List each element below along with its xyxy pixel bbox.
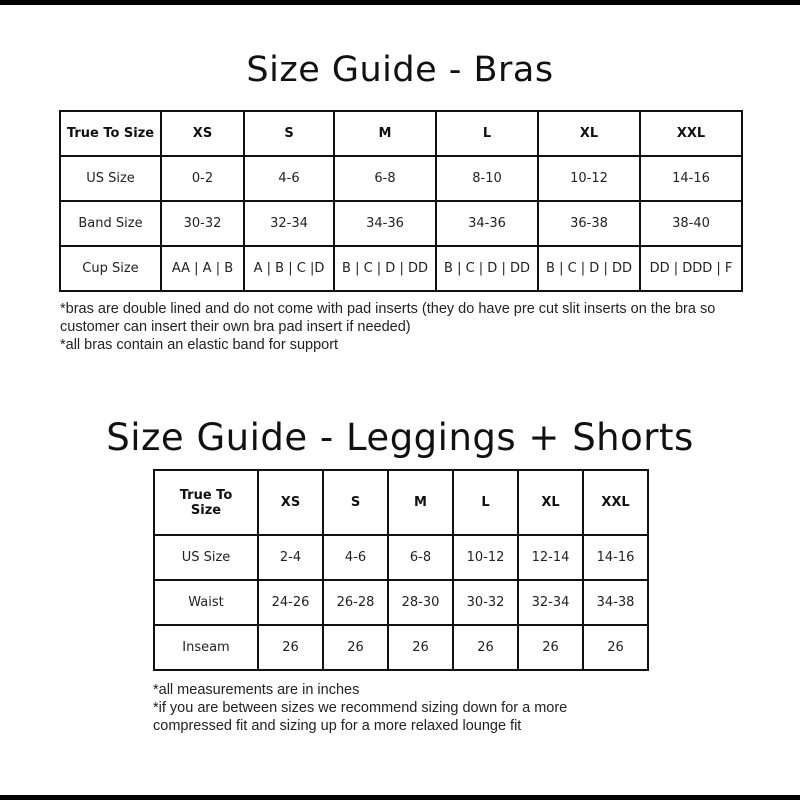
table-cell: 32-34 (517, 579, 584, 626)
table-cell: 26 (582, 624, 649, 671)
table-row: US Size 2-4 4-6 6-8 10-12 12-14 14-16 (153, 534, 649, 581)
bras-note-padding: *bras are double lined and do not come w… (60, 301, 716, 335)
header-cell: S (243, 110, 335, 157)
header-cell: XXL (582, 469, 649, 536)
table-cell: 14-16 (582, 534, 649, 581)
table-cell: 30-32 (452, 579, 519, 626)
table-cell: A | B | C |D (243, 245, 335, 292)
bottom-border (0, 795, 800, 800)
leggings-note-inches: *all measurements are in inches (153, 682, 360, 698)
header-cell: M (387, 469, 454, 536)
table-cell: 34-38 (582, 579, 649, 626)
table-cell: 8-10 (435, 155, 539, 202)
row-label: Inseam (153, 624, 259, 671)
table-cell: 10-12 (537, 155, 641, 202)
table-cell: 36-38 (537, 200, 641, 247)
table-cell: 24-26 (257, 579, 324, 626)
leggings-notes: *all measurements are in inches *if you … (153, 681, 613, 735)
header-cell: True To Size (153, 469, 259, 536)
table-cell: AA | A | B (160, 245, 245, 292)
header-row: True To Size XS S M L XL XXL (59, 110, 743, 157)
table-cell: 38-40 (639, 200, 743, 247)
row-label: Cup Size (59, 245, 162, 292)
header-cell: XS (160, 110, 245, 157)
header-cell: XS (257, 469, 324, 536)
table-cell: 26 (517, 624, 584, 671)
leggings-size-table: True To Size XS S M L XL XXL US Size 2-4 4-6 6-8 10… (153, 469, 649, 671)
table-cell: 26 (387, 624, 454, 671)
table-cell: 34-36 (333, 200, 437, 247)
header-cell: XXL (639, 110, 743, 157)
table-row: Band Size 30-32 32-34 34-36 34-36 36-38 38-40 (59, 200, 743, 247)
row-label: US Size (153, 534, 259, 581)
header-row: True To Size XS S M L XL XXL (153, 469, 649, 536)
table-cell: 26 (452, 624, 519, 671)
table-cell: 14-16 (639, 155, 743, 202)
header-cell: S (322, 469, 389, 536)
table-cell: 10-12 (452, 534, 519, 581)
bras-title: Size Guide - Bras (246, 50, 554, 90)
row-label: Band Size (59, 200, 162, 247)
table-cell: 0-2 (160, 155, 245, 202)
bras-note-elastic: *all bras contain an elastic band for su… (60, 337, 339, 353)
header-cell: True To Size (59, 110, 162, 157)
top-border (0, 0, 800, 5)
table-row: US Size 0-2 4-6 6-8 8-10 10-12 14-16 (59, 155, 743, 202)
leggings-title: Size Guide - Leggings + Shorts (106, 416, 694, 459)
header-cell: XL (517, 469, 584, 536)
table-cell: B | C | D | DD (537, 245, 641, 292)
table-cell: 4-6 (243, 155, 335, 202)
leggings-note-sizing: *if you are between sizes we recommend s… (153, 700, 568, 734)
bras-size-table: True To Size XS S M L XL XXL US Size 0-2 4-6 6-8 8-… (59, 110, 743, 292)
header-cell: M (333, 110, 437, 157)
table-cell: B | C | D | DD (435, 245, 539, 292)
table-cell: 34-36 (435, 200, 539, 247)
table-cell: B | C | D | DD (333, 245, 437, 292)
table-cell: DD | DDD | F (639, 245, 743, 292)
header-cell: XL (537, 110, 641, 157)
table-cell: 12-14 (517, 534, 584, 581)
table-row: Inseam 26 26 26 26 26 26 (153, 624, 649, 671)
table-cell: 4-6 (322, 534, 389, 581)
table-cell: 26-28 (322, 579, 389, 626)
table-cell: 28-30 (387, 579, 454, 626)
header-cell: L (435, 110, 539, 157)
table-cell: 30-32 (160, 200, 245, 247)
row-label: US Size (59, 155, 162, 202)
header-cell: L (452, 469, 519, 536)
table-row: Waist 24-26 26-28 28-30 30-32 32-34 34-38 (153, 579, 649, 626)
table-cell: 2-4 (257, 534, 324, 581)
row-label: Waist (153, 579, 259, 626)
table-cell: 32-34 (243, 200, 335, 247)
table-cell: 6-8 (387, 534, 454, 581)
table-cell: 6-8 (333, 155, 437, 202)
table-cell: 26 (257, 624, 324, 671)
table-cell: 26 (322, 624, 389, 671)
bras-notes: *bras are double lined and do not come w… (60, 300, 750, 354)
